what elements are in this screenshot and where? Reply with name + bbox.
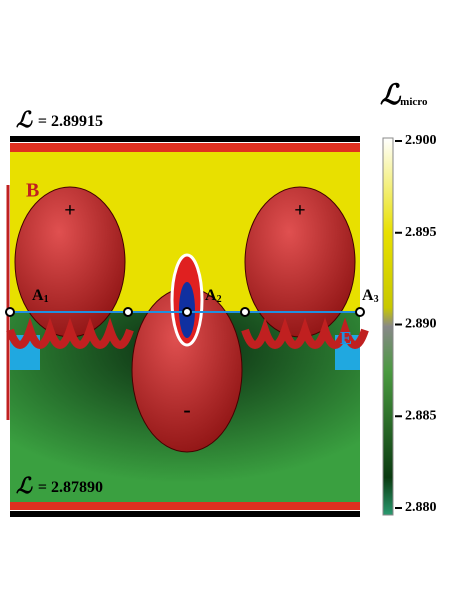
bottom-label: ℒ = 2.87890: [16, 473, 103, 498]
sign: +: [294, 200, 305, 222]
wave: [6, 317, 369, 349]
tick-label: 2.885: [405, 408, 437, 423]
e-label: E: [340, 328, 352, 348]
band: [10, 502, 360, 510]
top-label: ℒ = 2.89915: [16, 107, 103, 132]
band: [10, 511, 360, 517]
tick-label: 2.880: [405, 500, 437, 515]
sign: +: [64, 200, 75, 222]
tick-label: 2.900: [405, 133, 437, 148]
colorbar-title: ℒmicro: [380, 80, 428, 111]
b-label: B: [26, 180, 39, 202]
band: [10, 136, 360, 142]
tick-label: 2.890: [405, 317, 437, 332]
sign: -: [183, 397, 190, 422]
tick-label: 2.895: [405, 225, 437, 240]
point-label: A2: [205, 287, 222, 306]
point-label: A1: [32, 287, 49, 306]
point-label: A3: [362, 287, 379, 306]
field-panel: B E + + - A1 A2 A3: [5, 136, 379, 517]
colorbar: [382, 137, 394, 516]
band: [10, 143, 360, 152]
